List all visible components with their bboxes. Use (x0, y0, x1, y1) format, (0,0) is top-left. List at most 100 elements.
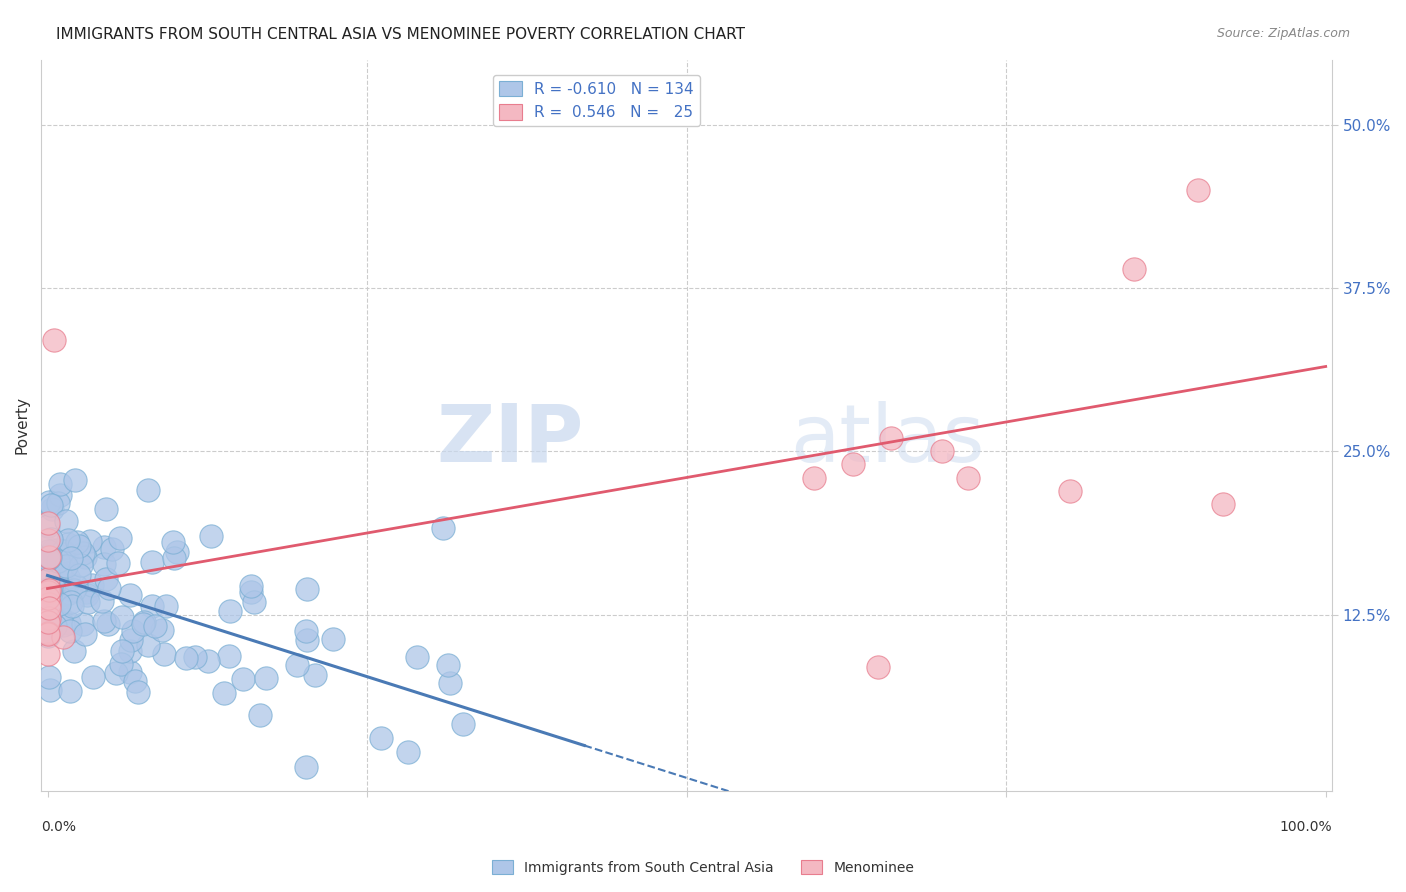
Point (166, 545, 188, 559)
Point (42, 334, 65, 348)
Point (110, 531, 132, 545)
Point (46, 554, 69, 568)
Point (63, 644, 86, 658)
Point (52, 563, 75, 577)
Point (370, 731, 392, 745)
Point (41, 580, 63, 594)
Text: 100.0%: 100.0% (1279, 820, 1331, 834)
Point (39, 599, 62, 613)
Point (52, 630, 75, 644)
Point (93, 557, 115, 571)
Point (63, 583, 86, 598)
Point (111, 644, 134, 658)
Point (37, 516, 59, 530)
Point (118, 665, 141, 680)
Point (141, 555, 163, 569)
Point (174, 651, 197, 665)
Point (1187, 183, 1209, 197)
Point (101, 542, 124, 557)
Point (37, 590, 59, 604)
Point (104, 666, 127, 681)
Point (155, 599, 177, 613)
Point (880, 431, 903, 445)
Point (249, 707, 271, 722)
Point (37, 615, 59, 629)
Point (451, 716, 474, 731)
Point (73, 550, 96, 565)
Point (183, 649, 205, 664)
Point (218, 648, 240, 663)
Point (38, 495, 60, 509)
Point (44, 619, 66, 633)
Point (52, 544, 75, 558)
Point (37, 611, 59, 625)
Point (254, 671, 277, 685)
Point (152, 623, 174, 637)
Point (66, 535, 89, 549)
Point (55, 514, 77, 528)
Point (803, 470, 825, 484)
Point (59, 550, 82, 565)
Point (118, 588, 141, 602)
Point (200, 529, 222, 543)
Point (406, 649, 429, 664)
Point (59, 624, 82, 639)
Point (38, 581, 60, 595)
Point (868, 660, 890, 674)
Point (65, 579, 87, 593)
Point (37, 550, 59, 565)
Point (1059, 483, 1081, 498)
Point (37, 544, 59, 558)
Point (69, 558, 91, 572)
Point (41, 502, 63, 516)
Point (58, 615, 80, 630)
Point (37, 533, 59, 548)
Point (39, 598, 62, 612)
Point (432, 521, 454, 535)
Point (118, 644, 141, 658)
Point (55, 587, 77, 601)
Point (38, 550, 60, 565)
Point (82, 670, 104, 684)
Point (59, 595, 82, 609)
Point (56, 536, 79, 550)
Point (131, 617, 153, 632)
Point (93, 614, 115, 628)
Point (94, 572, 117, 586)
Point (67, 539, 90, 553)
Point (59, 684, 82, 698)
Point (39, 498, 62, 512)
Point (1212, 497, 1234, 511)
Point (60, 599, 83, 613)
Point (285, 657, 308, 672)
Point (48, 488, 70, 502)
Point (240, 585, 263, 599)
Point (52, 617, 75, 632)
Point (41, 602, 63, 616)
Point (38, 670, 60, 684)
Point (38, 549, 60, 564)
Point (138, 638, 160, 652)
Point (42, 543, 65, 558)
Point (124, 674, 146, 689)
Point (110, 657, 132, 672)
Point (304, 668, 326, 682)
Point (91, 594, 114, 608)
Point (842, 458, 865, 472)
Point (243, 595, 266, 609)
Text: Source: ZipAtlas.com: Source: ZipAtlas.com (1216, 27, 1350, 40)
Legend: Immigrants from South Central Asia, Menominee: Immigrants from South Central Asia, Meno… (486, 855, 920, 880)
Point (240, 579, 263, 593)
Point (72, 546, 94, 560)
Point (37, 626, 59, 640)
Point (107, 556, 129, 570)
Point (49, 477, 72, 491)
Point (437, 658, 460, 673)
Point (295, 582, 318, 596)
Point (163, 550, 186, 565)
Point (1123, 261, 1146, 276)
Point (197, 654, 219, 668)
Y-axis label: Poverty: Poverty (15, 396, 30, 454)
Point (218, 604, 240, 618)
Point (39, 582, 62, 597)
